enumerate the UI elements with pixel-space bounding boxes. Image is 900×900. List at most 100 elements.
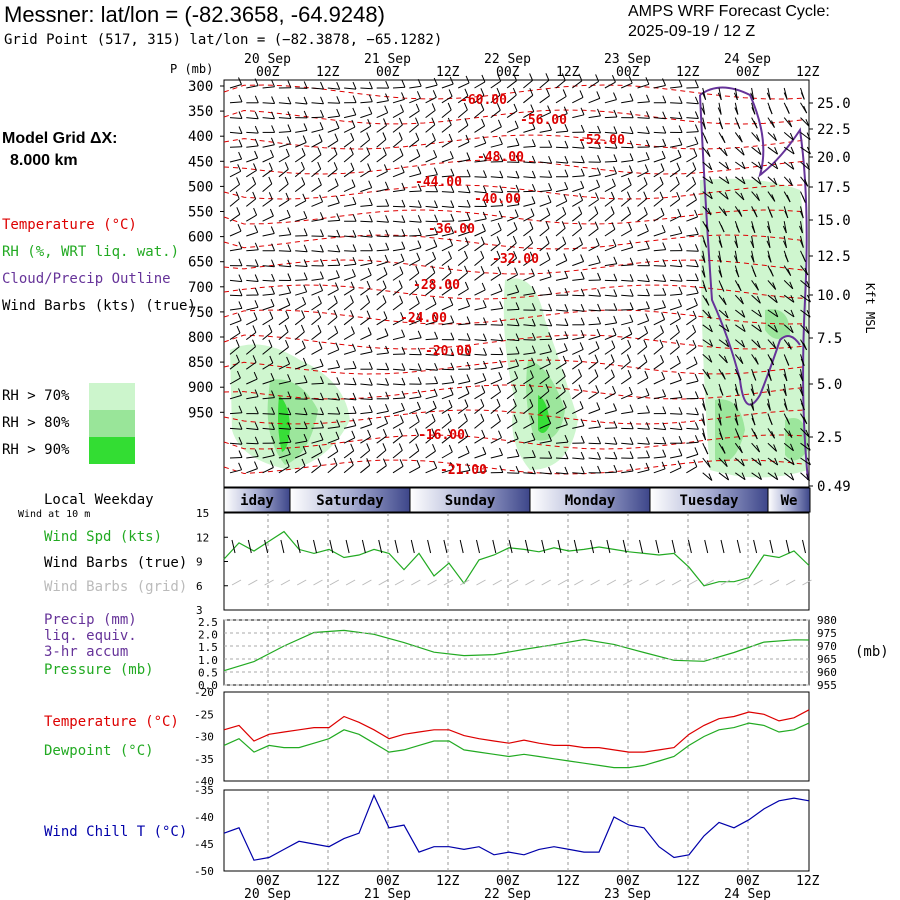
wind-barb bbox=[588, 426, 601, 429]
wind-barb bbox=[229, 457, 243, 459]
wind-barb-flag bbox=[595, 238, 600, 246]
wind-barb-flag bbox=[706, 460, 711, 468]
wind-barb-flag bbox=[236, 370, 241, 379]
wind-barb bbox=[702, 206, 712, 216]
wind-barb bbox=[229, 427, 243, 430]
wind-barb-flag bbox=[785, 358, 790, 366]
wind-barb bbox=[490, 94, 501, 104]
wind-barb bbox=[441, 368, 454, 371]
wind-barb-flag bbox=[770, 357, 775, 366]
wind-barb bbox=[669, 232, 682, 237]
wind-barb-flag bbox=[597, 155, 602, 163]
wind-barb-flag bbox=[596, 167, 601, 175]
wind-barb bbox=[670, 144, 682, 148]
wind-barb-flag bbox=[629, 463, 634, 472]
wind-barb-flag bbox=[660, 355, 664, 363]
wind-barb-flag bbox=[597, 419, 601, 428]
wind-barb bbox=[409, 234, 422, 237]
wind-barb-flag bbox=[629, 240, 634, 248]
wind-barb-flag bbox=[254, 111, 259, 119]
wind-barb bbox=[262, 265, 275, 268]
wind-barb-flag bbox=[545, 383, 550, 392]
wind-barb-flag bbox=[515, 358, 520, 367]
wind-barb bbox=[523, 258, 534, 267]
wind-barb-flag bbox=[529, 235, 534, 244]
wind-barb-flag bbox=[384, 254, 389, 263]
wind-barb-flag bbox=[783, 240, 787, 248]
wind-barb-flag bbox=[784, 210, 789, 219]
wind-barb-flag bbox=[301, 148, 306, 156]
wind-barb-flag bbox=[254, 287, 259, 296]
wind-barb-flag bbox=[319, 358, 324, 367]
wind-barb bbox=[555, 349, 568, 355]
wind-barb-flag bbox=[733, 92, 738, 100]
wind-barb bbox=[327, 219, 340, 222]
wind-barb bbox=[392, 220, 405, 223]
wind-barb-flag bbox=[398, 132, 403, 140]
wind-barb-flag bbox=[252, 191, 257, 200]
wind-barb bbox=[360, 87, 373, 90]
wind-barb-flag bbox=[737, 283, 742, 292]
wind-barb-flag bbox=[253, 163, 257, 171]
wind-barb-flag bbox=[417, 183, 422, 192]
wind-barb-flag bbox=[757, 324, 762, 332]
time-hour-label-top: 12Z bbox=[436, 65, 460, 80]
wind-barb-flag bbox=[513, 384, 518, 392]
legend-cloud: Cloud/Precip Outline bbox=[2, 271, 171, 287]
wind-barb bbox=[392, 465, 404, 474]
wind-barb bbox=[376, 249, 389, 252]
wind-barb bbox=[555, 113, 568, 119]
wind-barb-flag bbox=[800, 92, 805, 100]
wind-barb bbox=[441, 394, 454, 400]
wind-barb-flag bbox=[284, 162, 289, 170]
wind-barb bbox=[686, 199, 697, 207]
wind-barb-flag bbox=[514, 431, 519, 439]
pressure-tick-label: 650 bbox=[188, 255, 213, 271]
wind-barb-flag bbox=[725, 472, 730, 481]
wind-barb-flag bbox=[702, 92, 707, 100]
legend-rh90-swatch bbox=[89, 437, 135, 464]
wind-barb-flag bbox=[482, 185, 487, 193]
wind-barb-flag bbox=[644, 370, 649, 379]
legend-temperature: Temperature (°C) bbox=[2, 217, 137, 233]
wind-barb bbox=[670, 117, 683, 120]
wind-barb-flag bbox=[447, 413, 452, 421]
wind-barb bbox=[262, 169, 273, 178]
isotherm-label: -56.00 bbox=[520, 113, 567, 128]
wind-barb-flag bbox=[515, 346, 520, 354]
wind-barb bbox=[669, 169, 681, 178]
wind-barb-flag bbox=[434, 363, 439, 371]
wind-barb bbox=[458, 469, 471, 474]
wind-barb bbox=[474, 339, 487, 342]
wind-barb bbox=[506, 291, 519, 296]
wind-barb-flag bbox=[563, 343, 568, 351]
wind-barb-flag bbox=[692, 324, 697, 333]
wind-barb bbox=[653, 265, 666, 267]
wind-barb bbox=[621, 264, 634, 267]
wind-barb-flag bbox=[563, 194, 568, 202]
wind-barb-flag bbox=[415, 103, 420, 112]
height-tick-label: 25.0 bbox=[817, 96, 851, 112]
wind-barb bbox=[539, 293, 552, 296]
wind-barb-flag bbox=[628, 386, 633, 395]
wind-barb-flag bbox=[252, 176, 257, 185]
wind-barb-flag bbox=[352, 343, 356, 351]
wind-barb-flag bbox=[787, 342, 792, 350]
wind-barb-flag bbox=[401, 402, 405, 411]
wind-barb-flag bbox=[450, 168, 455, 176]
wind-barb bbox=[474, 367, 487, 370]
wind-barb bbox=[360, 351, 373, 355]
wind-barb-flag bbox=[481, 429, 486, 438]
wind-barb-flag bbox=[646, 111, 650, 119]
wind-barb-flag bbox=[335, 342, 340, 350]
wind-barb bbox=[392, 111, 404, 119]
wind-barb bbox=[474, 306, 487, 311]
precip-tick-label: 0.0 bbox=[198, 679, 218, 692]
wind-barb-flag bbox=[790, 457, 795, 465]
wind-barb bbox=[751, 146, 762, 155]
wind-barb bbox=[800, 428, 810, 438]
wind-barb-flag bbox=[401, 229, 406, 237]
wind-barb-flag bbox=[303, 284, 308, 292]
wind-barb bbox=[604, 198, 615, 207]
surface-wind-barb bbox=[410, 539, 415, 554]
